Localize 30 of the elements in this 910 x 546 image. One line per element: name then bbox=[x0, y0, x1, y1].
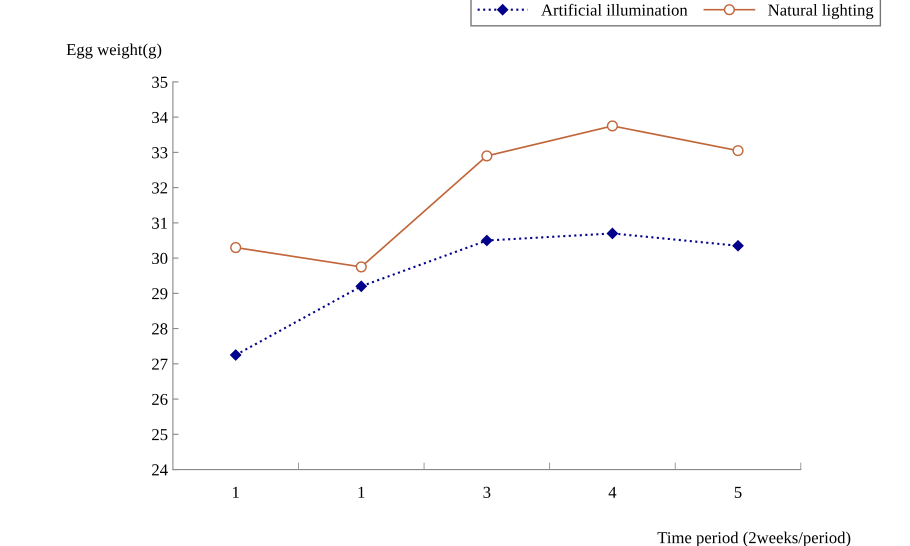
y-tick-label: 28 bbox=[152, 323, 168, 335]
y-tick-label: 33 bbox=[152, 147, 168, 158]
y-axis-title: Egg weight(g) bbox=[66, 43, 162, 59]
point bbox=[732, 145, 744, 156]
x-tick-label: 1 bbox=[232, 486, 239, 498]
point bbox=[356, 261, 367, 272]
y-tick-label: 34 bbox=[152, 112, 168, 124]
y-tick-label: 27 bbox=[152, 358, 168, 370]
x-tick-label: 1 bbox=[358, 486, 364, 498]
y-tick-label: 26 bbox=[152, 394, 168, 406]
x-tick-label: 4 bbox=[608, 486, 616, 498]
legend-label: Natural lighting bbox=[768, 4, 874, 20]
y-tick-label: 25 bbox=[152, 429, 168, 440]
point bbox=[606, 228, 618, 240]
y-tick-label: 30 bbox=[152, 252, 168, 264]
point bbox=[481, 234, 492, 246]
point bbox=[230, 242, 242, 254]
y-tick-label: 35 bbox=[152, 76, 168, 88]
y-tick-label: 24 bbox=[152, 464, 168, 476]
point bbox=[606, 120, 618, 132]
point bbox=[230, 349, 242, 361]
point bbox=[732, 240, 744, 252]
point bbox=[481, 150, 492, 162]
y-tick-label: 32 bbox=[152, 182, 168, 194]
legend-label: Artificial illumination bbox=[541, 4, 688, 16]
y-tick-label: 31 bbox=[152, 218, 168, 229]
x-tick-label: 5 bbox=[734, 486, 742, 498]
x-tick-label: 3 bbox=[483, 486, 490, 498]
point bbox=[356, 280, 367, 292]
y-tick-label: 29 bbox=[152, 288, 168, 300]
